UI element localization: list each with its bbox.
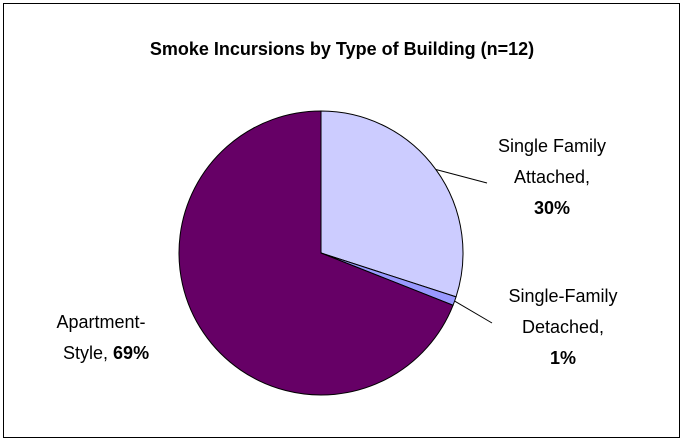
leader-line-single-family-detached [454, 300, 493, 324]
slice-label-line2-apartment-style: Style, 69% [63, 343, 149, 363]
slice-label-line2-single-family-detached: Detached, [522, 317, 604, 337]
slice-value-single-family-attached: 30% [534, 198, 570, 218]
pie-slice-single-family-attached [320, 110, 464, 298]
pie-slices [178, 110, 464, 396]
slice-value-single-family-detached: 1% [550, 348, 576, 368]
leader-lines [435, 169, 493, 324]
pie-slice-apartment-style [178, 110, 454, 396]
slice-label-line2-text-apartment-style: Style, [63, 343, 108, 363]
slice-label-line1-single-family-attached: Single Family [498, 136, 606, 156]
slice-label-line2-single-family-attached: Attached, [514, 167, 590, 187]
slice-label-line1-apartment-style: Apartment- [56, 312, 145, 332]
slice-value-apartment-style: 69% [113, 343, 149, 363]
chart-title: Smoke Incursions by Type of Building (n=… [150, 39, 534, 59]
slice-label-line1-single-family-detached: Single-Family [508, 286, 617, 306]
leader-line-single-family-attached [435, 169, 488, 184]
